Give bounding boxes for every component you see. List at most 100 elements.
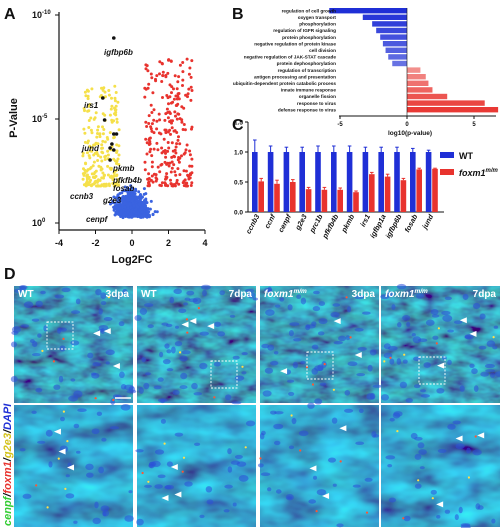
nucleus: [22, 493, 32, 499]
signal-dot: [437, 327, 440, 330]
go-term-label: protein phosphorylation: [282, 35, 336, 40]
nucleus: [135, 449, 144, 453]
volcano-point: [116, 157, 120, 161]
volcano-point: [100, 159, 104, 163]
go-term-label: regulation of cell growth: [282, 8, 337, 13]
expression-bar: [378, 152, 384, 212]
volcano-point: [175, 142, 179, 146]
nucleus: [231, 401, 242, 405]
nucleus: [425, 319, 435, 326]
volcano-point: [126, 198, 130, 202]
volcano-point: [130, 199, 134, 203]
nucleus: [188, 298, 198, 303]
nucleus: [98, 466, 104, 474]
volcano-point: [113, 96, 117, 100]
volcano-point: [178, 63, 182, 67]
nucleus: [274, 304, 281, 308]
nucleus: [159, 351, 164, 358]
nucleus: [70, 340, 80, 346]
volcano-point: [130, 186, 134, 190]
nucleus: [291, 417, 297, 425]
volcano-point: [84, 161, 87, 165]
nucleus: [355, 441, 365, 445]
nucleus: [383, 343, 391, 350]
volcano-point: [130, 215, 134, 219]
nucleus: [436, 514, 441, 519]
zoom-box: [46, 321, 74, 350]
signal-dot: [35, 484, 38, 487]
volcano-point: [167, 102, 170, 106]
nucleus: [199, 362, 208, 370]
nucleus: [412, 336, 422, 344]
nucleus: [472, 449, 482, 456]
nucleus: [120, 403, 131, 411]
volcano-point: [147, 82, 151, 86]
volcano-point: [147, 184, 151, 188]
volcano-point: [163, 160, 167, 164]
volcano-point: [173, 184, 177, 188]
volcano-point: [182, 179, 186, 183]
go-bar: [407, 100, 485, 106]
nucleus: [317, 364, 324, 372]
nucleus: [214, 321, 221, 327]
signal-dot: [147, 480, 150, 483]
nucleus: [437, 448, 447, 453]
nucleus: [65, 474, 70, 478]
signal-dot: [365, 511, 369, 514]
nucleus: [484, 363, 495, 369]
stain-part: foxm1: [2, 461, 14, 493]
nucleus: [286, 379, 295, 383]
volcano-point: [189, 75, 193, 79]
nucleus: [418, 449, 427, 455]
volcano-point: [166, 141, 170, 144]
volcano-point: [190, 89, 194, 92]
nucleus: [54, 294, 65, 299]
volcano-point: [188, 149, 192, 153]
volcano-point: [83, 131, 87, 135]
nucleus: [414, 436, 423, 441]
volcano-point: [176, 138, 180, 142]
volcano-point: [99, 94, 103, 97]
go-bar: [392, 60, 407, 67]
volcano-point: [101, 171, 105, 175]
volcano-point: [136, 196, 140, 200]
nucleus: [331, 417, 338, 424]
nucleus: [134, 315, 142, 321]
volcano-point: [114, 181, 118, 185]
volcano-point: [168, 83, 172, 87]
expression-bar: [337, 189, 343, 212]
volcano-point: [107, 182, 111, 186]
nucleus: [232, 355, 240, 360]
volcano-point: [116, 200, 120, 204]
signal-dot: [492, 336, 495, 339]
nucleus: [380, 294, 390, 300]
volcano-point: [94, 111, 98, 115]
volcano-point: [149, 199, 153, 203]
nucleus: [311, 368, 319, 375]
nucleus: [364, 477, 373, 482]
expression-bar: [369, 174, 375, 212]
volcano-point: [138, 203, 142, 207]
gene-label: pkmb: [112, 164, 134, 173]
volcano-point: [123, 205, 127, 209]
micrograph-tissue: [260, 405, 379, 527]
nucleus: [327, 457, 337, 463]
nucleus: [60, 416, 65, 422]
nucleus: [402, 359, 408, 364]
volcano-point: [144, 199, 148, 203]
volcano-point: [123, 185, 127, 189]
go-x-tick-label: 0: [405, 122, 409, 128]
nucleus: [61, 287, 71, 293]
volcano-point: [176, 167, 180, 171]
volcano-point: [96, 125, 100, 129]
expression-bar: [321, 189, 328, 212]
volcano-point: [106, 153, 110, 157]
nucleus: [71, 310, 81, 314]
arrowhead: [477, 432, 485, 439]
nucleus: [35, 387, 43, 393]
nucleus: [386, 291, 395, 297]
signal-dot: [179, 351, 182, 354]
microscopy-panel: WT 3dpa WT 7dpa foxm1m/m 3dpa foxm1m/m 7dpa cen…: [2, 283, 500, 528]
nucleus: [312, 290, 320, 295]
nucleus: [157, 474, 166, 479]
